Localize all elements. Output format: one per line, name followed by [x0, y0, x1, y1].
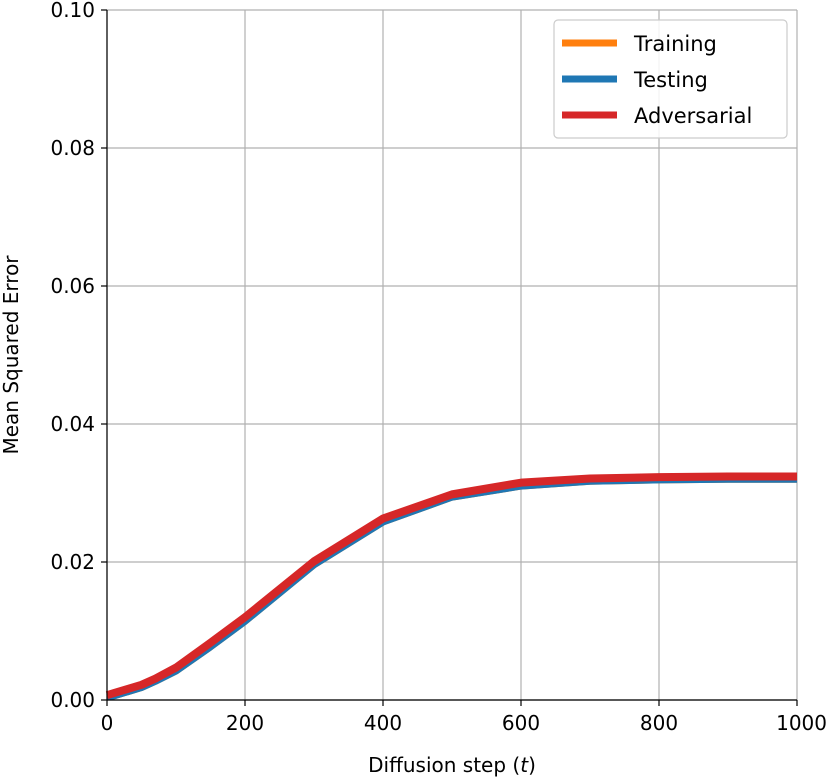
grid — [106, 9, 798, 701]
legend-label-training: Training — [633, 32, 717, 56]
x-tick-label: 1000 — [776, 711, 827, 735]
y-tick-label: 0.00 — [50, 688, 95, 712]
x-axis-label: Diffusion step (t) — [368, 753, 536, 777]
series-lines — [105, 472, 797, 701]
legend-frame — [553, 19, 788, 139]
series-line-testing — [106, 475, 797, 701]
x-tick-label: 0 — [101, 711, 114, 735]
series-line-adversarial — [105, 472, 797, 700]
y-tick-label: 0.04 — [50, 412, 95, 436]
y-tick-label: 0.06 — [50, 274, 95, 298]
x-tick-label: 600 — [502, 711, 540, 735]
y-tick-label: 0.10 — [50, 0, 95, 22]
x-tick-label: 800 — [640, 711, 678, 735]
legend-label-testing: Testing — [633, 68, 708, 92]
y-tick-label: 0.02 — [50, 550, 95, 574]
x-ticks: 0 200 400 600 800 1000 — [101, 700, 827, 735]
y-axis-label: Mean Squared Error — [0, 255, 23, 455]
x-tick-label: 400 — [364, 711, 402, 735]
axes — [106, 10, 797, 701]
y-ticks: 0.00 0.02 0.04 0.06 0.08 0.10 — [50, 0, 107, 712]
legend: Training Testing Adversarial — [553, 19, 788, 139]
x-tick-label: 200 — [226, 711, 264, 735]
series-line-training — [106, 475, 797, 701]
y-tick-label: 0.08 — [50, 136, 95, 160]
legend-label-adversarial: Adversarial — [634, 104, 752, 128]
